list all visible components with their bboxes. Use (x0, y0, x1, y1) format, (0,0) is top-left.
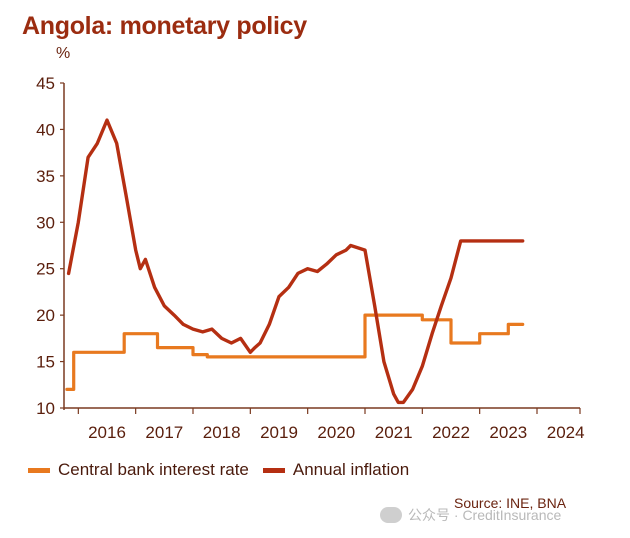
legend-label-rate: Central bank interest rate (58, 460, 249, 479)
source-note: Source: INE, BNA (454, 495, 567, 511)
x-tick-label: 2023 (489, 423, 527, 442)
x-tick-label: 2020 (317, 423, 355, 442)
y-tick-label: 15 (36, 353, 55, 372)
y-tick-label: 10 (36, 399, 55, 418)
legend-swatch-inflation (262, 467, 285, 473)
watermark: 公众号 · CreditInsurance (380, 505, 561, 525)
y-tick-label: 45 (36, 74, 55, 93)
series-line-inflation (66, 118, 525, 405)
y-tick-label: 25 (36, 260, 55, 279)
y-axis-group: 10 15 20 25 30 35 40 45 (36, 74, 65, 418)
y-unit-label: % (56, 45, 71, 62)
wechat-logo-icon (380, 507, 402, 523)
y-tick-label: 40 (36, 120, 55, 139)
series-line-interest-rate (65, 313, 525, 391)
x-tick-label: 2024 (547, 423, 585, 442)
x-tick-label: 2016 (88, 423, 126, 442)
chart-plot: 10 15 20 25 30 35 40 45 2016 2017 2018 2019 2020 202… (36, 74, 585, 442)
x-tick-label: 2017 (145, 423, 183, 442)
watermark-text: 公众号 · CreditInsurance (408, 507, 562, 523)
x-tick-label: 2021 (375, 423, 413, 442)
x-axis-group: 2016 2017 2018 2019 2020 2021 2022 2023 2024 (64, 407, 585, 442)
legend-item-inflation: Annual inflation (262, 460, 410, 480)
x-tick-label: 2019 (260, 423, 298, 442)
legend-label-inflation: Annual inflation (292, 460, 410, 479)
x-tick-label: 2022 (432, 423, 470, 442)
y-tick-label: 20 (36, 306, 55, 325)
y-tick-label: 30 (36, 213, 55, 232)
legend-swatch-rate (28, 467, 50, 473)
legend-item-rate: Central bank interest rate (28, 460, 249, 480)
y-tick-label: 35 (36, 167, 55, 186)
legend: Central bank interest rate Annual inflat… (28, 460, 423, 480)
chart-title: Angola: monetary policy (22, 12, 307, 40)
x-tick-label: 2018 (203, 423, 241, 442)
series-group (65, 118, 525, 405)
